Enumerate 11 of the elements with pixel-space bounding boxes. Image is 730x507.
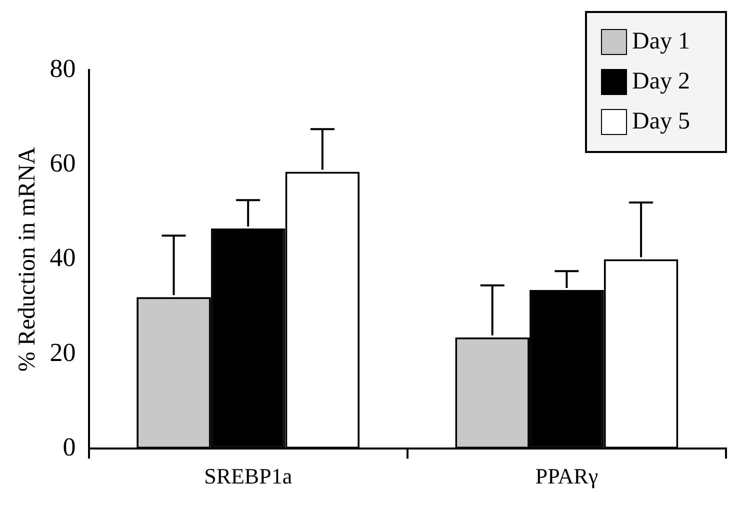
legend-label: Day 2	[632, 68, 690, 94]
x-tick-label: PPARγ	[535, 464, 598, 489]
x-tick-label: SREBP1a	[204, 464, 292, 489]
y-tick-label: 80	[50, 54, 76, 83]
y-tick-label: 20	[50, 338, 76, 367]
y-tick-label: 40	[50, 243, 76, 272]
legend-label: Day 1	[632, 28, 690, 54]
y-tick-label: 60	[50, 148, 76, 178]
y-axis-title: % Reduction in mRNA	[14, 146, 41, 372]
y-tick-label: 0	[62, 432, 76, 462]
legend-label: Day 5	[632, 108, 690, 134]
